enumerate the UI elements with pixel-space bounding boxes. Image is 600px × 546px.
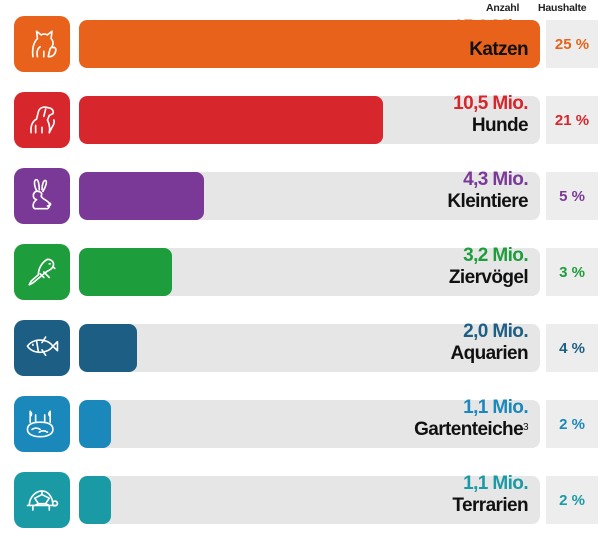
bar-track bbox=[79, 96, 540, 144]
bar-row-terrarien: 1,1 Mio. Terrarien 2 % bbox=[12, 472, 598, 528]
count-label: 10,5 Mio. bbox=[453, 93, 528, 114]
count-label: 2,0 Mio. bbox=[463, 321, 528, 342]
bar-row-hunde: 10,5 Mio. Hunde 21 % bbox=[12, 92, 598, 148]
bar-labels: 1,1 Mio. Terrarien bbox=[452, 473, 528, 517]
bar-track bbox=[79, 476, 540, 524]
pond-icon bbox=[14, 396, 70, 452]
column-header-households: Haushalte bbox=[538, 2, 587, 14]
turtle-icon bbox=[14, 472, 70, 528]
category-label: Katzen bbox=[469, 39, 528, 60]
household-share-label: 2 % bbox=[546, 400, 598, 448]
household-share-label: 3 % bbox=[546, 248, 598, 296]
category-label: Aquarien bbox=[450, 343, 528, 364]
fish-icon bbox=[14, 320, 70, 376]
dog-icon bbox=[14, 92, 70, 148]
bar-track bbox=[79, 172, 540, 220]
bar-row-katzen: 15,9 Mio. Katzen 25 % bbox=[12, 16, 598, 72]
bar-row-ziervoegel: 3,2 Mio. Ziervögel 3 % bbox=[12, 244, 598, 300]
count-label: 1,1 Mio. bbox=[463, 473, 528, 494]
count-label: 4,3 Mio. bbox=[463, 169, 528, 190]
cat-icon bbox=[14, 16, 70, 72]
bar bbox=[79, 476, 111, 524]
category-label: Gartenteiche3 bbox=[414, 419, 529, 440]
column-header-count: Anzahl bbox=[486, 2, 520, 14]
bar-row-gartenteiche: 1,1 Mio. Gartenteiche3 2 % bbox=[12, 396, 598, 452]
household-share-label: 2 % bbox=[546, 476, 598, 524]
bar-row-aquarien: 2,0 Mio. Aquarien 4 % bbox=[12, 320, 598, 376]
bar bbox=[79, 20, 540, 68]
bar-row-kleintiere: 4,3 Mio. Kleintiere 5 % bbox=[12, 168, 598, 224]
bar-labels: 4,3 Mio. Kleintiere bbox=[447, 169, 528, 213]
bar bbox=[79, 172, 204, 220]
category-label: Terrarien bbox=[452, 495, 528, 516]
bar bbox=[79, 248, 172, 296]
household-share-label: 21 % bbox=[546, 96, 598, 144]
bar-labels: 1,1 Mio. Gartenteiche3 bbox=[414, 397, 529, 441]
category-label: Hunde bbox=[471, 115, 529, 136]
count-label: 1,1 Mio. bbox=[463, 397, 528, 418]
bar-labels: 15,9 Mio. Katzen bbox=[453, 17, 528, 61]
category-label: Kleintiere bbox=[447, 191, 528, 212]
bar-track bbox=[79, 324, 540, 372]
count-label: 3,2 Mio. bbox=[463, 245, 528, 266]
bar-labels: 2,0 Mio. Aquarien bbox=[450, 321, 528, 365]
footnote-marker: 3 bbox=[523, 422, 529, 433]
bar-track bbox=[79, 20, 540, 68]
bar bbox=[79, 324, 137, 372]
bar-track bbox=[79, 400, 540, 448]
household-share-label: 4 % bbox=[546, 324, 598, 372]
bar-labels: 3,2 Mio. Ziervögel bbox=[448, 245, 529, 289]
count-label: 15,9 Mio. bbox=[453, 17, 528, 38]
household-share-label: 5 % bbox=[546, 172, 598, 220]
bar-track bbox=[79, 248, 540, 296]
bar bbox=[79, 96, 383, 144]
rabbit-icon bbox=[14, 168, 70, 224]
parrot-icon bbox=[14, 244, 70, 300]
household-share-label: 25 % bbox=[546, 20, 598, 68]
category-label: Ziervögel bbox=[448, 267, 529, 288]
bar-labels: 10,5 Mio. Hunde bbox=[453, 93, 528, 137]
bar bbox=[79, 400, 111, 448]
